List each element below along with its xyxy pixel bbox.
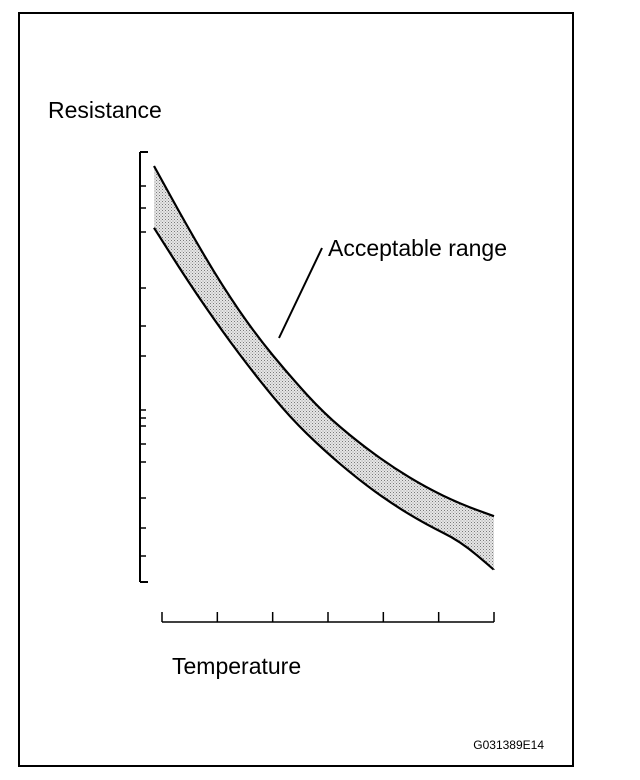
x-axis-label: Temperature [172,653,302,679]
figure-frame [18,12,574,767]
acceptable-range-label: Acceptable range [328,235,508,261]
y-axis-label: Resistance [48,97,162,123]
lower-limit-curve [153,227,496,571]
acceptable-range-band [154,166,494,570]
annotation-leader-line [278,247,323,339]
upper-limit-curve [153,165,495,518]
figure-code: G031389E14 [473,738,544,752]
